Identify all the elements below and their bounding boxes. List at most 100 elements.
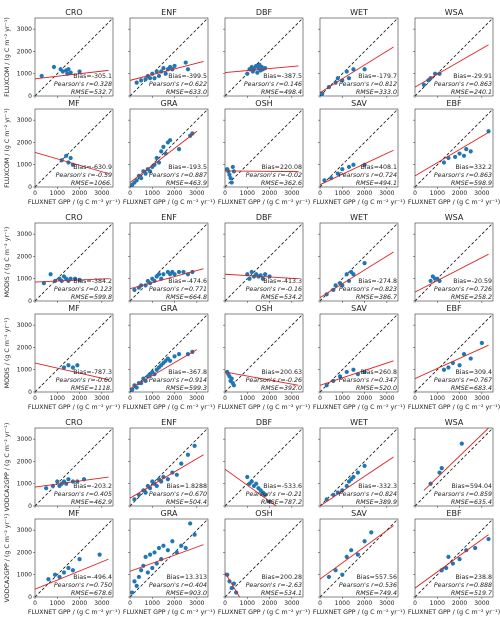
one-to-one-line bbox=[225, 314, 303, 392]
subplot-title: ENF bbox=[161, 213, 177, 222]
rmse-annotation: RMSE=633.0 bbox=[166, 89, 207, 96]
data-point bbox=[66, 363, 71, 368]
y-axis-label: MODIS / (g C m⁻² yr⁻¹) bbox=[4, 318, 11, 389]
x-tick-label: 3000 bbox=[284, 600, 299, 607]
data-point bbox=[156, 545, 162, 551]
pearson-annotation: Pearson's r=0.726 bbox=[434, 286, 492, 293]
data-point bbox=[154, 561, 159, 566]
pearson-annotation: Pearson's r=0.824 bbox=[339, 491, 397, 498]
data-point bbox=[176, 147, 182, 152]
y-tick-label: 0 bbox=[28, 594, 32, 601]
pearson-annotation: Pearson's r=0.863 bbox=[434, 81, 492, 88]
subplot-frame bbox=[319, 108, 399, 188]
subplot-frame bbox=[414, 17, 494, 97]
bias-annotation: Bias=-630.9 bbox=[73, 164, 112, 171]
subplot-frame bbox=[414, 313, 494, 393]
data-point bbox=[132, 579, 137, 584]
subplot-title: OSH bbox=[255, 99, 272, 108]
regression-line bbox=[415, 44, 489, 88]
x-tick-label: 2000 bbox=[357, 600, 372, 607]
pearson-annotation: Pearson's r=0.750 bbox=[54, 582, 112, 589]
subplot-frame bbox=[414, 222, 494, 302]
data-point bbox=[174, 550, 179, 555]
subplot-frame bbox=[34, 518, 114, 598]
y-tick-label: 3000 bbox=[17, 527, 32, 534]
x-tick-label: 2000 bbox=[262, 600, 277, 607]
x-tick-label: 2000 bbox=[357, 395, 372, 402]
data-point bbox=[335, 171, 340, 176]
x-tick-label: 2000 bbox=[72, 190, 87, 197]
subplot-frame bbox=[319, 313, 399, 393]
one-to-one-line bbox=[130, 428, 208, 506]
data-point bbox=[446, 365, 451, 370]
data-point bbox=[457, 557, 462, 562]
bias-annotation: Bias=260.8 bbox=[360, 369, 397, 376]
one-to-one-line bbox=[225, 109, 303, 187]
x-tick-label: 1000 bbox=[50, 190, 65, 197]
one-to-one-line bbox=[130, 223, 208, 301]
data-point bbox=[130, 387, 135, 392]
x-tick-label: 0 bbox=[223, 600, 227, 607]
pearson-annotation: Pearson's r=0.863 bbox=[434, 172, 492, 179]
subplot-title: MF bbox=[68, 304, 80, 313]
plot-area bbox=[225, 519, 303, 597]
x-tick-label: 0 bbox=[318, 395, 322, 402]
pearson-annotation: Pearson's r=-0.16 bbox=[246, 286, 302, 293]
data-point bbox=[156, 73, 162, 79]
data-point bbox=[77, 69, 82, 74]
subplot-title: WSA bbox=[445, 418, 464, 427]
plot-area bbox=[35, 109, 113, 187]
x-axis-label: FLUXNET GPP / (g C m⁻² yr⁻¹) bbox=[313, 199, 405, 206]
x-tick-label: 2000 bbox=[262, 395, 277, 402]
data-point bbox=[230, 164, 235, 170]
subplot-frame bbox=[224, 108, 304, 188]
regression-line bbox=[130, 454, 204, 499]
bias-annotation: Bias=238.8 bbox=[455, 574, 492, 581]
pearson-annotation: Pearson's r=0.536 bbox=[339, 582, 397, 589]
regression-line bbox=[35, 558, 109, 590]
subplot-frame bbox=[224, 313, 304, 393]
plot-area bbox=[415, 223, 493, 301]
data-point bbox=[247, 276, 252, 281]
bias-annotation: Bias=-787.3 bbox=[73, 369, 112, 376]
y-tick-label: 1000 bbox=[17, 276, 32, 283]
data-point bbox=[450, 561, 455, 566]
x-tick-label: 3000 bbox=[379, 600, 394, 607]
bias-annotation: Bias=-474.6 bbox=[168, 278, 207, 285]
one-to-one-line bbox=[415, 109, 493, 187]
plot-area bbox=[35, 18, 113, 96]
data-point bbox=[337, 374, 343, 379]
pearson-annotation: Pearson's r=0.859 bbox=[434, 491, 492, 498]
data-point bbox=[486, 536, 491, 542]
x-tick-label: 1000 bbox=[335, 190, 350, 197]
x-tick-label: 2000 bbox=[72, 395, 87, 402]
data-point bbox=[183, 545, 188, 551]
data-point bbox=[355, 470, 360, 475]
regression-line bbox=[35, 152, 109, 175]
one-to-one-line bbox=[225, 519, 303, 597]
x-tick-label: 0 bbox=[413, 600, 417, 607]
x-tick-label: 3000 bbox=[284, 395, 299, 402]
data-point bbox=[161, 66, 166, 71]
regression-line bbox=[415, 344, 489, 380]
pearson-annotation: Pearson's r=0.146 bbox=[244, 81, 302, 88]
bias-annotation: Bias=-413.3 bbox=[263, 278, 302, 285]
y-tick-label: 1000 bbox=[17, 572, 32, 579]
data-point bbox=[260, 276, 265, 281]
one-to-one-line bbox=[35, 519, 113, 597]
data-point bbox=[75, 363, 80, 368]
plot-area bbox=[225, 428, 303, 506]
data-point bbox=[70, 568, 75, 573]
x-axis-label: FLUXNET GPP / (g C m⁻² yr⁻¹) bbox=[408, 404, 500, 411]
data-point bbox=[143, 77, 148, 82]
data-point bbox=[229, 180, 234, 185]
plot-area bbox=[130, 314, 208, 392]
bias-annotation: Bias=332.2 bbox=[455, 164, 492, 171]
data-point bbox=[333, 283, 338, 288]
data-point bbox=[46, 577, 51, 582]
y-tick-label: 3000 bbox=[17, 117, 32, 124]
rmse-annotation: RMSE=463.9 bbox=[166, 180, 207, 187]
